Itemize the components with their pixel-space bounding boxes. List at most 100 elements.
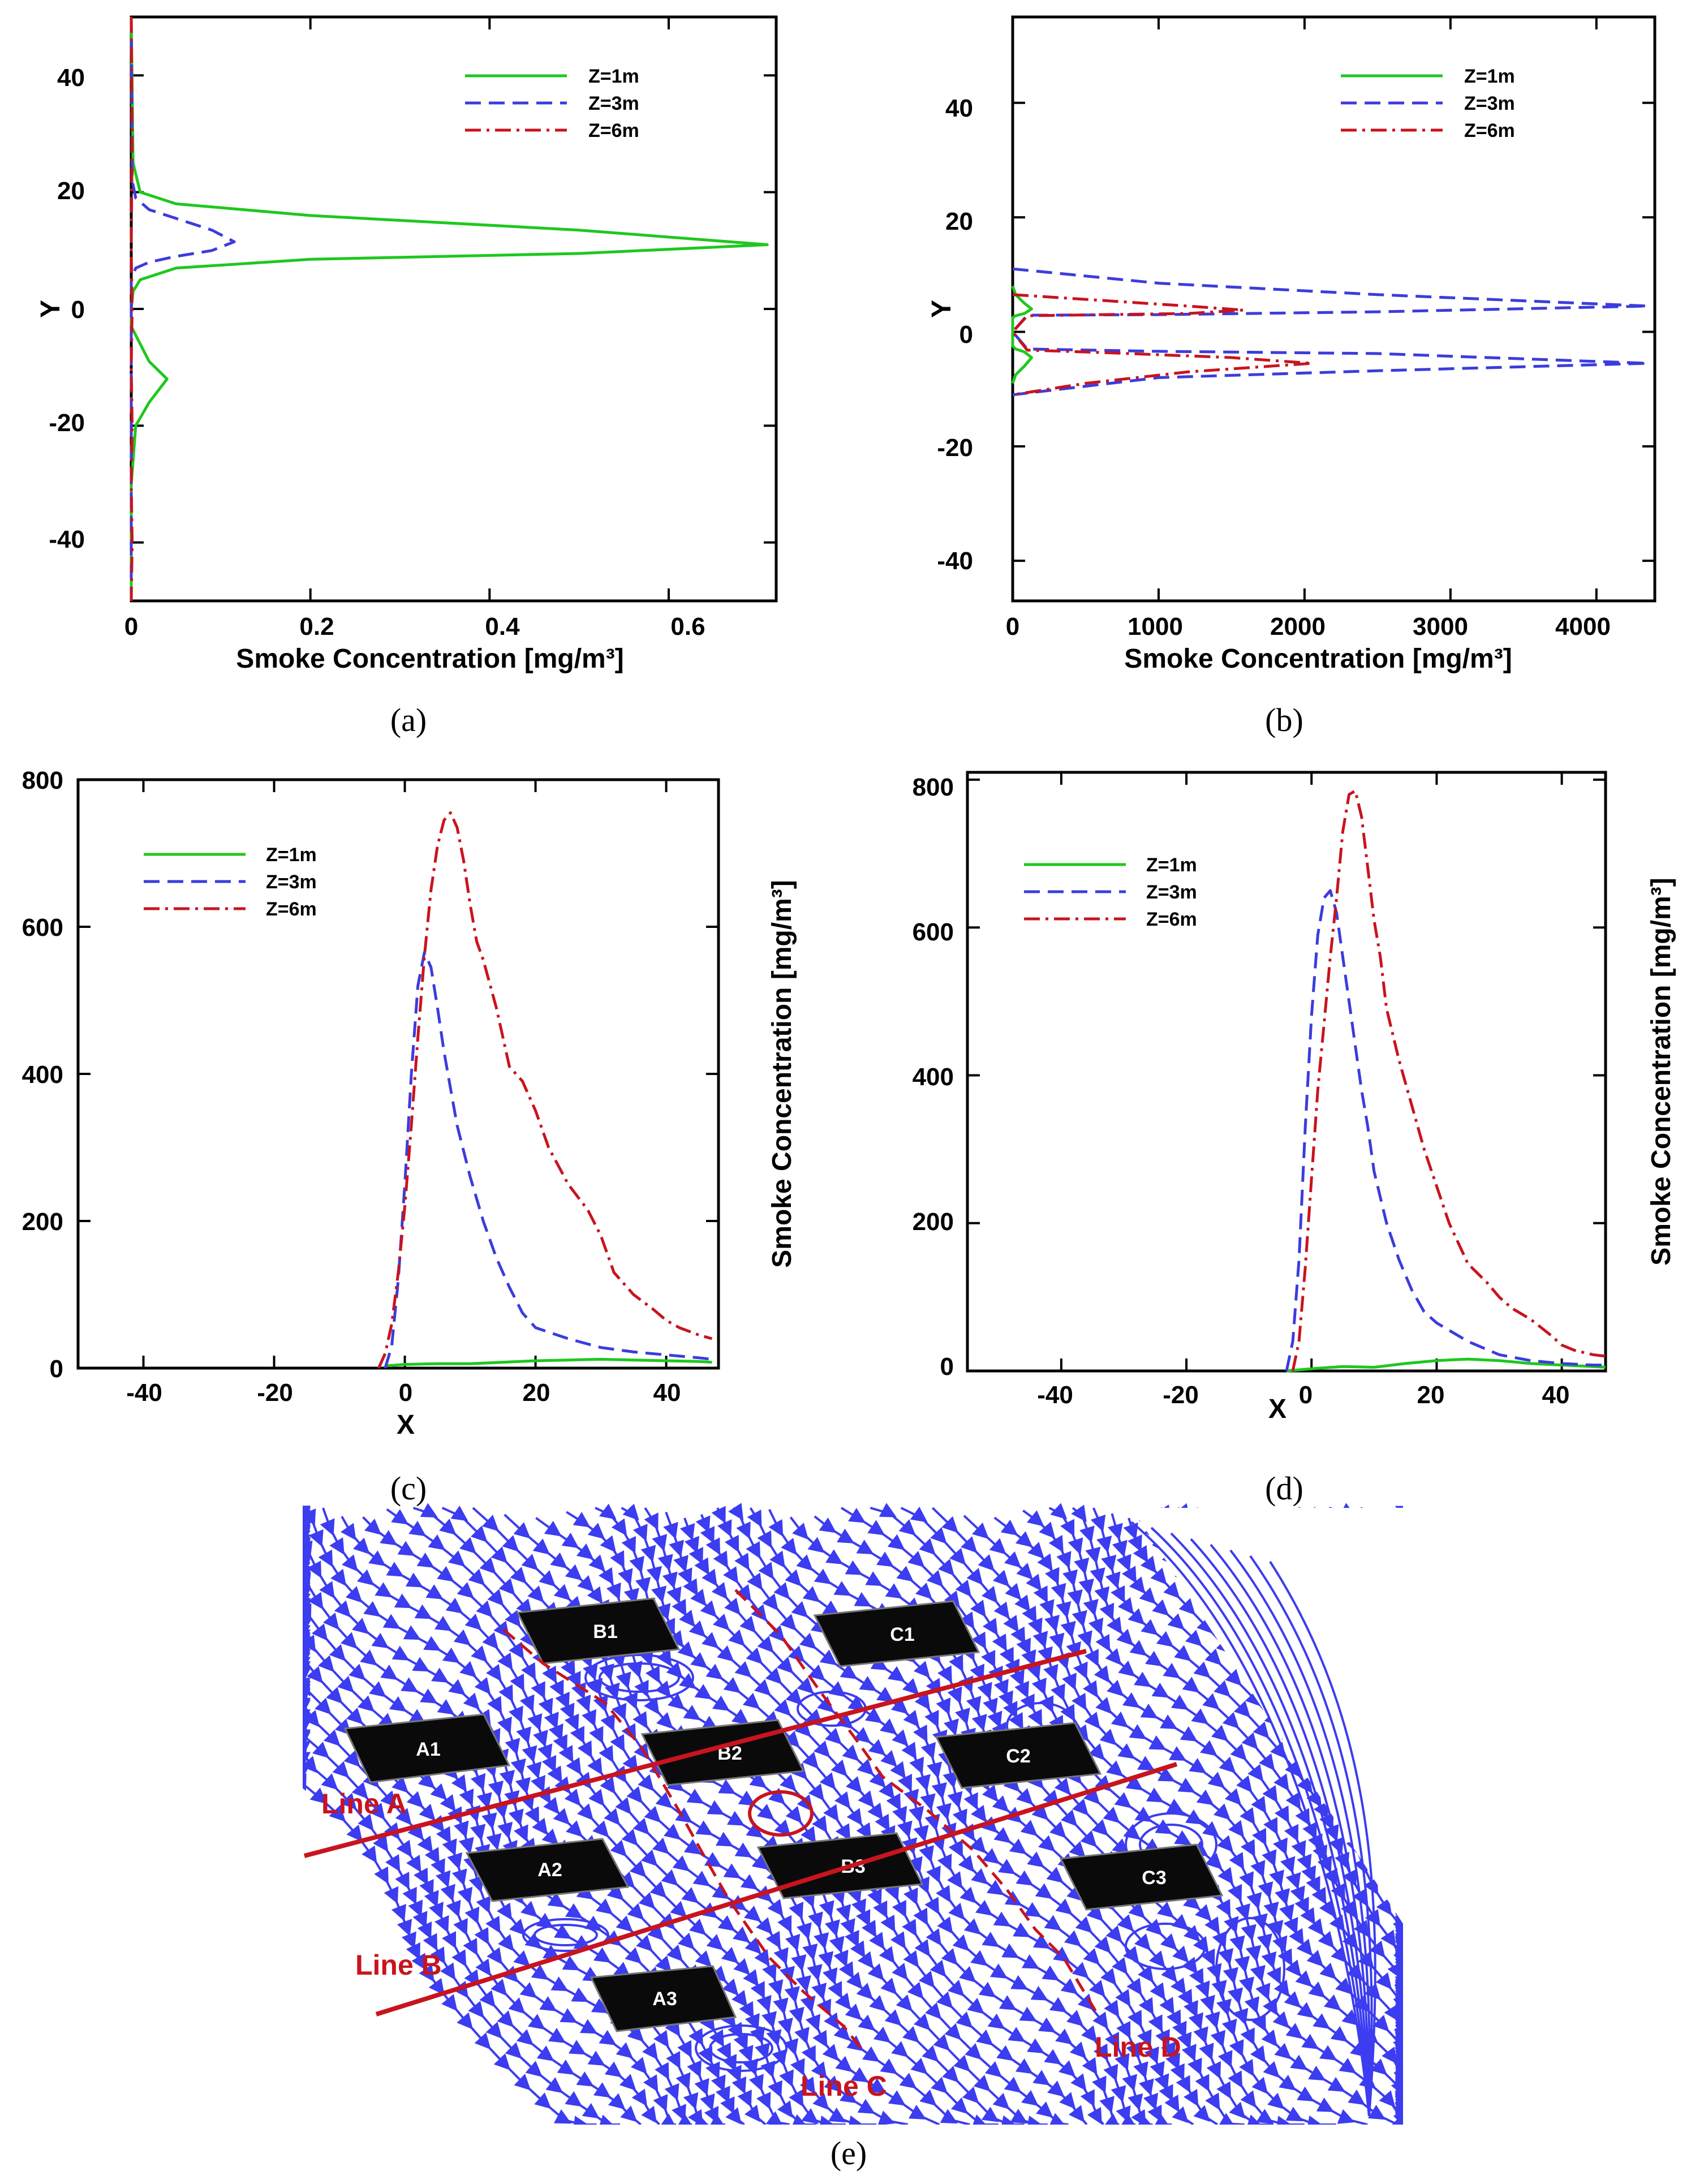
ytick-label: -40 xyxy=(49,526,85,553)
legend-label-z1: Z=1m xyxy=(1146,854,1197,876)
tick-marks-d xyxy=(967,772,1606,1372)
building-a1-roof xyxy=(343,1713,511,1783)
line-d xyxy=(734,1589,1099,2015)
ytick-label: 0 xyxy=(50,1355,63,1383)
xtick-label: 0 xyxy=(399,1379,412,1407)
building-c3: C3 xyxy=(1059,1843,1224,1911)
streamline xyxy=(1229,1549,1371,2117)
building-a2-label: A2 xyxy=(537,1859,562,1881)
plot-frame-d xyxy=(966,771,1607,1373)
legend-label-z6: Z=6m xyxy=(266,898,317,920)
panel-b: 0 1000 2000 3000 4000 40 20 0 -20 -40 Sm… xyxy=(927,15,1656,738)
building-b1-label: B1 xyxy=(593,1621,617,1643)
series-line-z-3m xyxy=(1285,889,1606,1372)
streamlines xyxy=(0,1471,1691,2181)
ytick-label: 400 xyxy=(22,1061,63,1089)
xtick-label: -40 xyxy=(126,1379,162,1407)
caption-d: (d) xyxy=(1265,1470,1303,1507)
legend-a: Z=1m Z=3m Z=6m xyxy=(465,66,639,141)
series-line-z-6m xyxy=(1291,789,1606,1372)
line-d-label: Line D xyxy=(1095,2031,1181,2063)
ytick-label: -20 xyxy=(49,409,85,437)
legend-b: Z=1m Z=3m Z=6m xyxy=(1341,66,1515,141)
streamline xyxy=(1190,1538,1370,2117)
xtick-label: -20 xyxy=(257,1379,293,1407)
building-a3: A3 xyxy=(590,1965,737,2032)
streamline xyxy=(441,1505,970,2126)
panel-e-mask xyxy=(1403,1471,1691,2181)
caption-c: (c) xyxy=(390,1470,427,1507)
line-b xyxy=(375,1762,1178,2017)
xtick-label: 0.2 xyxy=(299,613,334,640)
caption-a: (a) xyxy=(390,702,427,738)
panel-c: -40 -20 0 20 40 800 600 400 200 0 X Smok… xyxy=(22,767,797,1507)
xtick-label: -20 xyxy=(1163,1381,1199,1409)
vortex xyxy=(797,1691,867,1727)
vortex xyxy=(1125,1923,1206,1970)
series-line-z-3m xyxy=(130,16,236,601)
series-line-z-6m xyxy=(130,16,134,601)
series-line-z-6m xyxy=(377,811,713,1369)
ytick-label: 0 xyxy=(71,296,85,324)
building-c2: C2 xyxy=(935,1722,1102,1789)
xtick-label: 40 xyxy=(653,1379,681,1407)
building-a2: A2 xyxy=(465,1838,630,1902)
building-c2-label: C2 xyxy=(1006,1746,1030,1767)
xtick-label: 0 xyxy=(1006,613,1019,640)
series-line-z-3m xyxy=(384,951,712,1369)
vortex xyxy=(533,1924,598,1946)
xtick-label: 0.4 xyxy=(485,613,520,640)
vortex xyxy=(695,2024,788,2072)
ytick-label: 40 xyxy=(57,64,85,92)
legend-label-z3: Z=3m xyxy=(588,93,639,114)
xtick-label: 0 xyxy=(1299,1381,1313,1409)
vortex xyxy=(584,1654,694,1701)
legend-label-z1: Z=1m xyxy=(266,844,317,866)
tick-marks-c xyxy=(78,779,718,1369)
xtick-label: 40 xyxy=(1542,1381,1570,1409)
ytick-label: 800 xyxy=(913,773,954,801)
line-c-label: Line C xyxy=(801,2070,887,2102)
tick-marks-a xyxy=(130,17,776,601)
legend-label-z1: Z=1m xyxy=(1464,66,1515,87)
xtick-label: 20 xyxy=(1417,1381,1445,1409)
ytick-label: -20 xyxy=(937,434,973,462)
streamline xyxy=(1249,1555,1373,2117)
building-c1-roof xyxy=(813,1600,980,1667)
ytick-label: 20 xyxy=(945,208,973,235)
legend-label-z6: Z=6m xyxy=(1146,909,1197,930)
streamline xyxy=(1130,1521,1370,2117)
streamline xyxy=(1150,1527,1370,2117)
line-a-label: Line A xyxy=(321,1788,407,1820)
ytick-label: 0 xyxy=(940,1353,954,1381)
ytick-label: 400 xyxy=(913,1063,954,1091)
xtick-label: -40 xyxy=(1037,1381,1073,1409)
vortex xyxy=(709,2033,773,2063)
vortex xyxy=(522,1918,609,1952)
plot-area-c xyxy=(377,811,713,1369)
building-c1-label: C1 xyxy=(890,1624,914,1645)
vortex xyxy=(599,1662,680,1693)
building-a3-label: A3 xyxy=(652,1988,677,2010)
vortex xyxy=(1215,1917,1285,2021)
y-axis-label-a: Y xyxy=(36,300,66,318)
building-b1: B1 xyxy=(516,1597,681,1665)
ytick-label: 40 xyxy=(945,94,973,122)
series-line-z-6m xyxy=(1011,293,1314,397)
panel-d: -40 -20 0 20 40 800 600 400 200 0 X Smok… xyxy=(913,771,1676,1507)
building-a1-label: A1 xyxy=(416,1739,440,1760)
x-axis-label-a: Smoke Concentration [mg/m³] xyxy=(236,644,623,674)
panel-e: A1 A2 A3 B1 B2 B3 xyxy=(0,1471,1691,2181)
legend-label-z6: Z=6m xyxy=(1464,120,1515,141)
measurement-lines: Line A Line B Line C Line D xyxy=(303,1589,1181,2102)
series-line-z-1m xyxy=(1011,285,1033,384)
tick-marks-b xyxy=(1012,17,1655,601)
legend-c: Z=1m Z=3m Z=6m xyxy=(144,844,317,920)
caption-b: (b) xyxy=(1265,702,1303,738)
plot-frame-b xyxy=(1011,15,1656,603)
panel-e-mask xyxy=(0,2125,1691,2181)
building-c2-roof xyxy=(935,1722,1102,1789)
plot-frame-a xyxy=(130,15,778,603)
ytick-label: -40 xyxy=(937,547,973,575)
